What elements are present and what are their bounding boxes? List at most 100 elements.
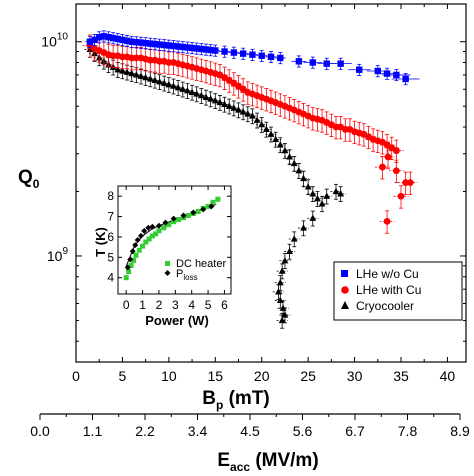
data-point xyxy=(109,34,117,42)
inset-data-point xyxy=(131,257,137,263)
inset-x-tick-label: 1 xyxy=(139,298,146,312)
data-point xyxy=(275,288,282,295)
main-plot-frame xyxy=(75,3,467,363)
inset-data-point xyxy=(136,247,142,253)
data-point xyxy=(212,47,219,54)
data-point xyxy=(392,167,400,175)
inset-data-point xyxy=(124,264,131,271)
inset-data-point xyxy=(166,222,172,228)
data-point xyxy=(170,82,177,89)
inset-y-tick-label: 4 xyxy=(107,271,114,285)
data-point xyxy=(295,58,303,65)
data-point xyxy=(300,224,307,231)
data-point xyxy=(86,38,94,45)
data-point xyxy=(374,67,381,75)
legend-marker-cryocooler xyxy=(341,301,349,309)
data-point xyxy=(142,39,149,47)
x-tick-label: 30 xyxy=(347,368,363,384)
data-point xyxy=(392,147,400,155)
inset-data-point xyxy=(176,217,182,223)
data-point xyxy=(262,125,270,132)
data-point xyxy=(119,67,126,74)
data-point xyxy=(286,153,293,160)
inset-y-tick-label: 5 xyxy=(107,250,114,264)
inset-data-point xyxy=(137,232,144,239)
data-point xyxy=(309,214,317,221)
data-point xyxy=(105,33,112,41)
data-point xyxy=(151,40,159,48)
data-point xyxy=(276,141,284,148)
data-point xyxy=(156,41,163,48)
secondary-tick-label: 6.7 xyxy=(345,423,365,439)
data-point xyxy=(406,179,414,187)
data-point xyxy=(309,190,317,197)
data-point xyxy=(123,68,131,75)
y-tick-label: 109 xyxy=(47,246,69,264)
legend: LHe w/o Cu LHe with Cu Cryocooler xyxy=(333,261,463,321)
data-point xyxy=(96,33,103,41)
data-point xyxy=(383,70,391,77)
data-point xyxy=(393,71,400,79)
data-point xyxy=(332,187,340,195)
data-point xyxy=(132,71,140,78)
x-tick-label: 0 xyxy=(72,368,80,384)
data-point xyxy=(286,247,293,255)
series-lhe_with_cu xyxy=(82,34,418,234)
inset-data-point xyxy=(127,256,134,263)
data-point xyxy=(202,93,210,100)
data-point xyxy=(272,135,280,143)
main-series-layer xyxy=(82,30,420,329)
data-point xyxy=(216,98,224,106)
inset-legend-label-ploss: Ploss xyxy=(176,268,198,282)
data-point xyxy=(295,166,303,174)
inset-data-point xyxy=(140,243,146,249)
data-point xyxy=(123,37,131,45)
inset-data-point xyxy=(155,222,162,229)
inset-data-point xyxy=(200,206,207,213)
data-point xyxy=(165,80,173,88)
inset-x-tick-label: 6 xyxy=(221,298,228,312)
data-point xyxy=(179,43,186,51)
data-point xyxy=(179,85,187,92)
secondary-x-axis-title: Eacc (MV/m) xyxy=(217,450,318,474)
data-point xyxy=(249,112,256,119)
data-point xyxy=(277,54,284,62)
data-point xyxy=(137,39,145,46)
data-point xyxy=(230,49,238,56)
inset-data-point xyxy=(133,252,139,258)
data-point xyxy=(193,45,200,52)
inset-data-point xyxy=(141,227,148,234)
data-point xyxy=(278,267,286,274)
data-point xyxy=(193,90,201,97)
inset-data-point xyxy=(128,262,134,268)
secondary-tick-label: 1.1 xyxy=(83,423,103,439)
data-point xyxy=(160,79,168,86)
inset-data-point xyxy=(210,199,216,205)
data-point xyxy=(174,43,182,50)
secondary-x-axis: 0.0 1.1 2.2 3.4 4.5 5.6 6.7 7.8 8.9 xyxy=(30,413,470,439)
inset-data-point xyxy=(190,209,197,216)
data-point xyxy=(161,41,168,49)
x-axis-title: Bp (mT) xyxy=(202,388,270,412)
data-point xyxy=(253,116,261,123)
data-point xyxy=(383,218,391,225)
data-point xyxy=(147,40,154,47)
data-point xyxy=(128,38,135,45)
data-point xyxy=(184,87,191,94)
data-point xyxy=(119,36,126,44)
inset-data-point xyxy=(208,203,215,210)
data-point xyxy=(258,52,265,59)
inset-data-point xyxy=(205,203,211,209)
inset-series-layer xyxy=(123,196,221,281)
data-point xyxy=(318,200,326,207)
x-tick-label: 10 xyxy=(161,368,177,384)
data-point xyxy=(290,235,298,242)
data-point xyxy=(198,45,205,53)
inset-data-point xyxy=(162,219,169,226)
data-point xyxy=(221,48,228,55)
secondary-tick-label: 2.2 xyxy=(135,423,155,439)
secondary-tick-label: 0.0 xyxy=(30,423,50,439)
legend-label-lhe-wo-cu: LHe w/o Cu xyxy=(356,267,419,281)
data-point xyxy=(304,183,312,190)
